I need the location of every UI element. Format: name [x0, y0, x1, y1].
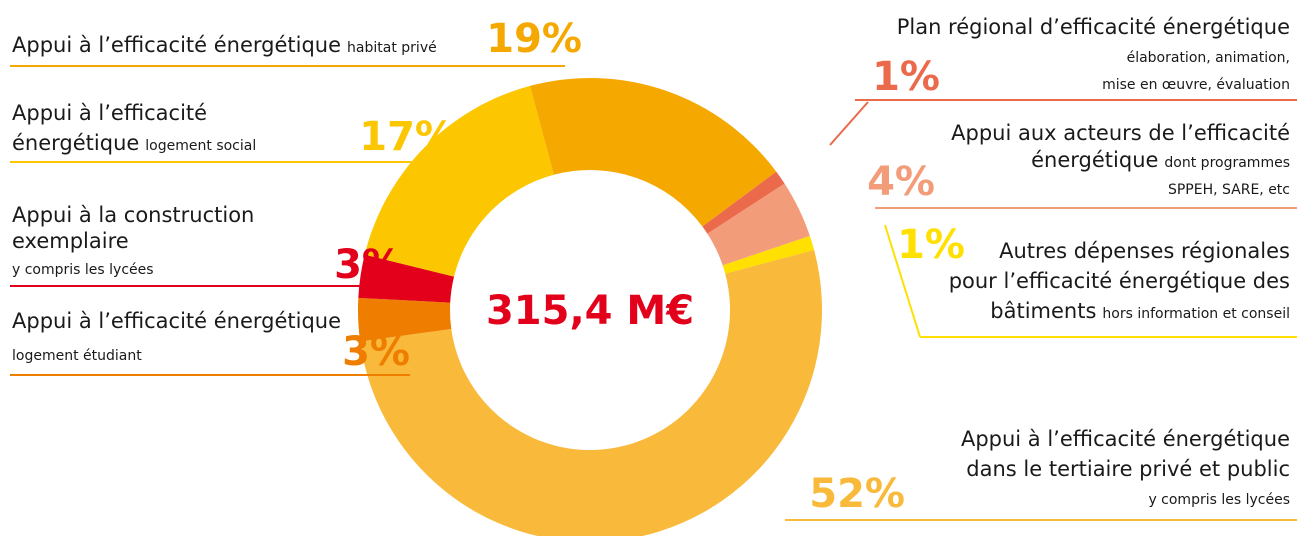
- value-label: 3%: [334, 242, 402, 288]
- slice-label: Appui à la construction: [12, 203, 254, 227]
- label-text: SPPEH, SARE, etc: [1168, 182, 1290, 198]
- slice-label: Appui aux acteurs de l’efficacité: [951, 121, 1290, 145]
- label-text: bâtiments: [990, 299, 1096, 323]
- label-text: dans le tertiaire privé et public: [966, 457, 1290, 481]
- slice-label: dans le tertiaire privé et public: [966, 457, 1290, 481]
- label-text: élaboration, animation,: [1127, 50, 1290, 66]
- slice-label: y compris les lycées: [12, 262, 154, 278]
- donut-slice: [357, 297, 452, 342]
- value-label: 17%: [359, 114, 455, 160]
- slice-label: bâtiments hors information et conseil: [990, 299, 1290, 323]
- slice-label: mise en œuvre, évaluation: [1102, 77, 1290, 93]
- slice-label: Appui à l’efficacité énergétique habitat …: [12, 33, 437, 57]
- label-text: Autres dépenses régionales: [999, 239, 1290, 263]
- donut-slice: [529, 78, 777, 227]
- label-text: Appui à la construction: [12, 203, 254, 227]
- donut-slice: [707, 183, 810, 266]
- label-text: habitat privé: [347, 40, 437, 56]
- label-text: énergétique: [1031, 148, 1158, 172]
- value-label: 1%: [897, 222, 965, 268]
- slice-label: SPPEH, SARE, etc: [1168, 182, 1290, 198]
- label-text: exemplaire: [12, 229, 129, 253]
- slice-label: énergétique logement social: [12, 131, 256, 155]
- label-text: Appui à l’efficacité: [12, 101, 207, 125]
- slice-label: énergétique dont programmes: [1031, 148, 1290, 172]
- slice-label: pour l’efficacité énergétique des: [949, 269, 1290, 293]
- label-text: y compris les lycées: [1148, 492, 1290, 508]
- value-label: 4%: [867, 159, 935, 205]
- slice-label: Plan régional d’efficacité énergétique: [897, 15, 1290, 39]
- value-label: 1%: [872, 54, 940, 100]
- donut-slice: [702, 171, 785, 234]
- value-label: 52%: [809, 471, 905, 517]
- label-text: Appui à l’efficacité énergétique: [12, 33, 341, 57]
- donut-slice: [358, 254, 455, 303]
- slice-label: exemplaire: [12, 229, 129, 253]
- label-text: Appui à l’efficacité énergétique: [12, 309, 341, 333]
- label-text: énergétique: [12, 131, 139, 155]
- slice-label: logement étudiant: [12, 348, 142, 364]
- label-text: Appui à l’efficacité énergétique: [961, 427, 1290, 451]
- leader-line: [829, 101, 869, 146]
- leader-line: [884, 224, 921, 338]
- value-label: 3%: [342, 329, 410, 375]
- donut-slice: [364, 85, 554, 277]
- slice-label: élaboration, animation,: [1127, 50, 1290, 66]
- donut-slice: [360, 249, 822, 536]
- label-text: pour l’efficacité énergétique des: [949, 269, 1290, 293]
- slice-label: y compris les lycées: [1148, 492, 1290, 508]
- label-text: Plan régional d’efficacité énergétique: [897, 15, 1290, 39]
- slice-label: Appui à l’efficacité énergétique: [961, 427, 1290, 451]
- label-text: Appui aux acteurs de l’efficacité: [951, 121, 1290, 145]
- slice-label: Appui à l’efficacité énergétique: [12, 309, 341, 333]
- slice-label: Appui à l’efficacité: [12, 101, 207, 125]
- donut-slice: [722, 236, 815, 274]
- label-text: dont programmes: [1164, 155, 1290, 171]
- slice-label: Autres dépenses régionales: [999, 239, 1290, 263]
- label-text: mise en œuvre, évaluation: [1102, 77, 1290, 93]
- label-text: hors information et conseil: [1102, 306, 1290, 322]
- value-label: 19%: [486, 16, 582, 62]
- label-text: logement étudiant: [12, 348, 142, 364]
- center-total: 315,4 M€: [486, 288, 694, 334]
- label-text: y compris les lycées: [12, 262, 154, 278]
- label-text: logement social: [145, 138, 256, 154]
